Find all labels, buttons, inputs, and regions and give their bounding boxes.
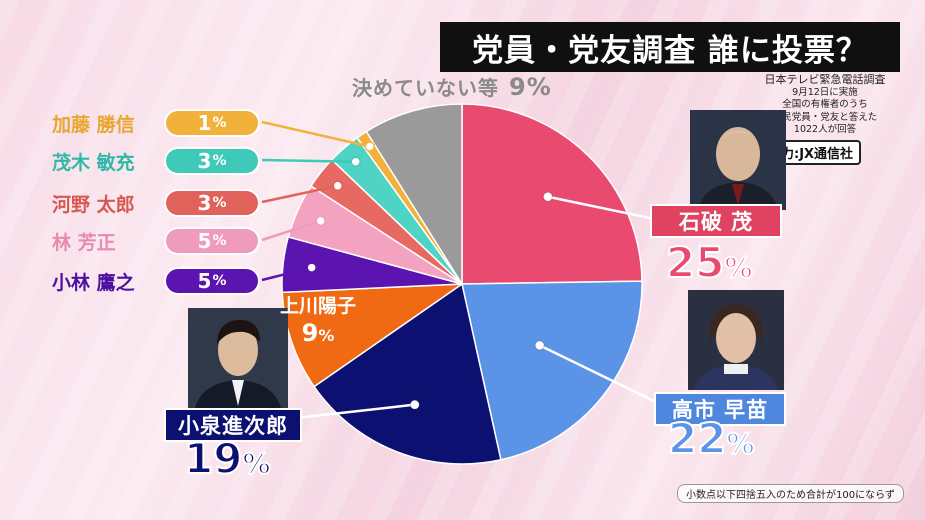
ishiba-pct: 25% [665, 237, 754, 288]
source-line-3: 全国の有権者のうち [782, 99, 868, 110]
list-item-name: 小林 鷹之 [52, 271, 135, 294]
leader-dot [332, 180, 343, 192]
portrait-icon [188, 308, 288, 412]
survey-source: 日本テレビ緊急電話調査 9月12日に実施 全国の有権者のうち 自民党員・党友と答… [750, 73, 900, 137]
leader-line [547, 195, 651, 220]
kamikawa-name: 上川陽子 [280, 295, 357, 317]
undecided-pct: 9% [509, 73, 552, 101]
ishiba-photo [690, 110, 786, 210]
list-item-name: 茂木 敏充 [52, 151, 135, 174]
list-item-pct: 5% [164, 267, 260, 295]
footnote: 小数点以下四捨五入のため合計が100にならず [677, 484, 904, 503]
list-item-name: 加藤 勝信 [52, 113, 135, 136]
pie-slice [461, 280, 643, 461]
list-item: 河野 太郎 3% [52, 188, 260, 218]
list-item: 小林 鷹之 5% [52, 266, 260, 296]
leader-line [261, 184, 338, 204]
leader-dot [350, 156, 361, 167]
takaichi-nameplate: 高市 早苗 [654, 392, 786, 426]
koizumi-nameplate: 小泉進次郎 [164, 408, 302, 442]
pie-slice [281, 283, 465, 388]
source-line-2: 9月12日に実施 [792, 86, 858, 98]
list-item-pct: 5% [164, 227, 260, 255]
kamikawa-pct: 9% [301, 319, 335, 347]
undecided-label: 決めていない等 9% [352, 72, 552, 101]
leader-dot [364, 141, 375, 152]
koizumi-photo [188, 308, 288, 412]
kamikawa-label: 上川陽子 9% [280, 288, 356, 354]
pie-slice [313, 282, 502, 465]
portrait-icon [690, 110, 786, 210]
leader-line [261, 158, 356, 163]
leader-dot [409, 399, 420, 410]
leader-dot [542, 191, 554, 203]
leader-line [261, 266, 312, 282]
leader-line [295, 403, 415, 420]
page-title: 党員・党友調査 誰に投票？ [440, 22, 900, 72]
portrait-icon [688, 290, 784, 390]
list-item-name: 林 芳正 [52, 231, 116, 254]
list-item-pct: 3% [164, 147, 260, 175]
list-item-pct: 1% [164, 109, 260, 137]
ishiba-nameplate: 石破 茂 [650, 204, 782, 238]
pie-slice [365, 103, 463, 287]
pie-slice [461, 103, 643, 285]
list-item: 林 芳正 5% [52, 226, 260, 256]
koizumi-pct: 19% [183, 433, 272, 484]
takaichi-pct: 22% [667, 413, 756, 464]
leader-line [539, 344, 657, 404]
leader-dot [306, 262, 317, 273]
undecided-name: 決めていない等 [352, 76, 499, 100]
source-line-1: 日本テレビ緊急電話調査 [764, 73, 886, 86]
source-line-4: 自民党員・党友と答えた [772, 111, 878, 123]
leader-dot [315, 215, 326, 227]
list-item-pct: 3% [164, 189, 260, 217]
list-item: 加藤 勝信 1% [52, 108, 260, 138]
list-item: 茂木 敏充 3% [52, 146, 260, 176]
takaichi-photo [688, 290, 784, 390]
list-item-name: 河野 太郎 [52, 193, 135, 216]
leader-dot [534, 340, 545, 351]
source-line-5: 1022人が回答 [793, 124, 857, 135]
leader-line [261, 219, 322, 242]
leader-line [261, 120, 371, 148]
